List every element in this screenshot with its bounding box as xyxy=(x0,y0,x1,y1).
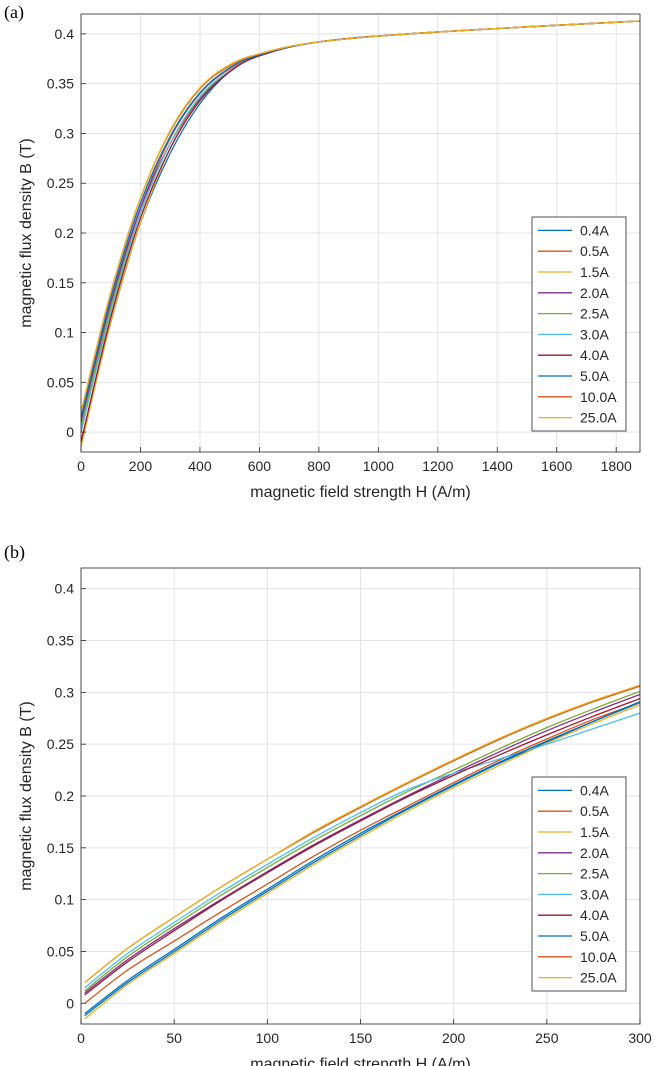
x-tick-label: 1400 xyxy=(482,458,513,474)
legend-label: 2.0A xyxy=(580,285,609,301)
y-tick-label: 0 xyxy=(66,424,74,440)
legend-label: 3.0A xyxy=(580,326,609,342)
x-tick-label: 800 xyxy=(307,458,331,474)
legend-label: 1.5A xyxy=(580,264,609,280)
legend-label: 10.0A xyxy=(580,949,617,965)
x-tick-label: 100 xyxy=(256,1030,280,1046)
series-line-25.0A xyxy=(81,20,640,413)
legend-label: 0.5A xyxy=(580,243,609,259)
y-tick-label: 0.05 xyxy=(47,374,74,390)
series-line-5.0A xyxy=(84,701,640,1015)
legend-label: 25.0A xyxy=(580,970,617,986)
chart-b: 0 50 100 150 200 250 300 0 0.05 0.1 0.15 0.2 0.25 0.3… xyxy=(18,567,652,1066)
panel-label-a: (a) xyxy=(4,2,24,22)
y-tick-label: 0.3 xyxy=(55,125,75,141)
series-line-2.5A xyxy=(84,690,640,992)
y-tick-label: 0.15 xyxy=(47,275,74,291)
x-tick-label: 200 xyxy=(129,458,153,474)
series-line-2.0A xyxy=(84,693,640,994)
y-tick-label: 0.3 xyxy=(55,684,75,700)
x-axis-label: magnetic field strength H (A/m) xyxy=(250,484,471,501)
series-group xyxy=(84,684,640,1020)
x-tick-label: 600 xyxy=(248,458,272,474)
x-tick-label: 1800 xyxy=(601,458,632,474)
y-tick-label: 0.35 xyxy=(47,76,74,92)
panel-label-b: (b) xyxy=(4,542,25,562)
x-tick-label: 1000 xyxy=(363,458,394,474)
legend-label: 0.4A xyxy=(580,222,609,238)
series-line-1.5A xyxy=(84,704,640,1020)
legend-label: 2.5A xyxy=(580,306,609,322)
legend-label: 3.0A xyxy=(580,886,609,902)
legend-label: 2.0A xyxy=(580,845,609,861)
y-tick-label: 0.25 xyxy=(47,175,74,191)
series-line-0.4A xyxy=(84,702,640,1017)
y-tick-label: 0.4 xyxy=(55,581,75,597)
y-tick-label: 0.25 xyxy=(47,736,74,752)
y-tick-label: 0.1 xyxy=(55,892,75,908)
legend-label: 0.5A xyxy=(580,803,609,819)
y-tick-label: 0.15 xyxy=(47,840,74,856)
x-tick-label: 200 xyxy=(442,1030,466,1046)
legend: 0.4A 0.5A 1.5A 2.0A 2.5A 3.0A 4.0A 5.0A 10.0A 25.… xyxy=(531,776,627,992)
series-line-25.0A xyxy=(84,684,640,984)
x-tick-label: 250 xyxy=(535,1030,559,1046)
legend-label: 0.4A xyxy=(580,782,609,798)
x-tick-label: 300 xyxy=(628,1030,652,1046)
legend-label: 5.0A xyxy=(580,928,609,944)
y-tick-label: 0.35 xyxy=(47,633,74,649)
x-tick-label: 400 xyxy=(188,458,212,474)
y-tick-label: 0.4 xyxy=(55,26,75,42)
legend-label: 4.0A xyxy=(580,907,609,923)
legend: 0.4A 0.5A 1.5A 2.0A 2.5A 3.0A 4.0A 5.0A 10.0A 25.… xyxy=(531,216,627,432)
legend-label: 4.0A xyxy=(580,347,609,363)
grid xyxy=(80,14,640,452)
series-line-0.5A xyxy=(84,702,640,1004)
x-tick-label: 150 xyxy=(349,1030,373,1046)
y-axis-label: magnetic flux density B (T) xyxy=(18,701,35,890)
legend-box xyxy=(531,216,627,432)
y-tick-label: 0.2 xyxy=(55,225,75,241)
x-tick-label: 1200 xyxy=(422,458,453,474)
y-axis-label: magnetic flux density B (T) xyxy=(18,138,35,327)
y-tick-label: 0.1 xyxy=(55,325,75,341)
y-tick-label: 0.2 xyxy=(55,788,75,804)
x-axis-label: magnetic field strength H (A/m) xyxy=(250,1056,471,1066)
series-group xyxy=(81,20,640,448)
x-tick-label: 0 xyxy=(77,458,85,474)
legend-label: 1.5A xyxy=(580,824,609,840)
legend-box xyxy=(531,776,627,992)
x-tick-label: 0 xyxy=(77,1030,85,1046)
legend-label: 10.0A xyxy=(580,389,617,405)
legend-label: 25.0A xyxy=(580,410,617,426)
series-line-4.0A xyxy=(84,697,640,996)
chart-a: 0 200 400 600 800 1000 1200 1400 1600 1800 0 0.05 0.… xyxy=(18,13,641,501)
legend-label: 5.0A xyxy=(580,368,609,384)
x-tick-label: 1600 xyxy=(541,458,572,474)
y-tick-label: 0 xyxy=(66,995,74,1011)
y-tick-label: 0.05 xyxy=(47,943,74,959)
series-line-3.0A xyxy=(84,712,640,989)
legend-label: 2.5A xyxy=(580,866,609,882)
x-tick-label: 50 xyxy=(166,1030,182,1046)
